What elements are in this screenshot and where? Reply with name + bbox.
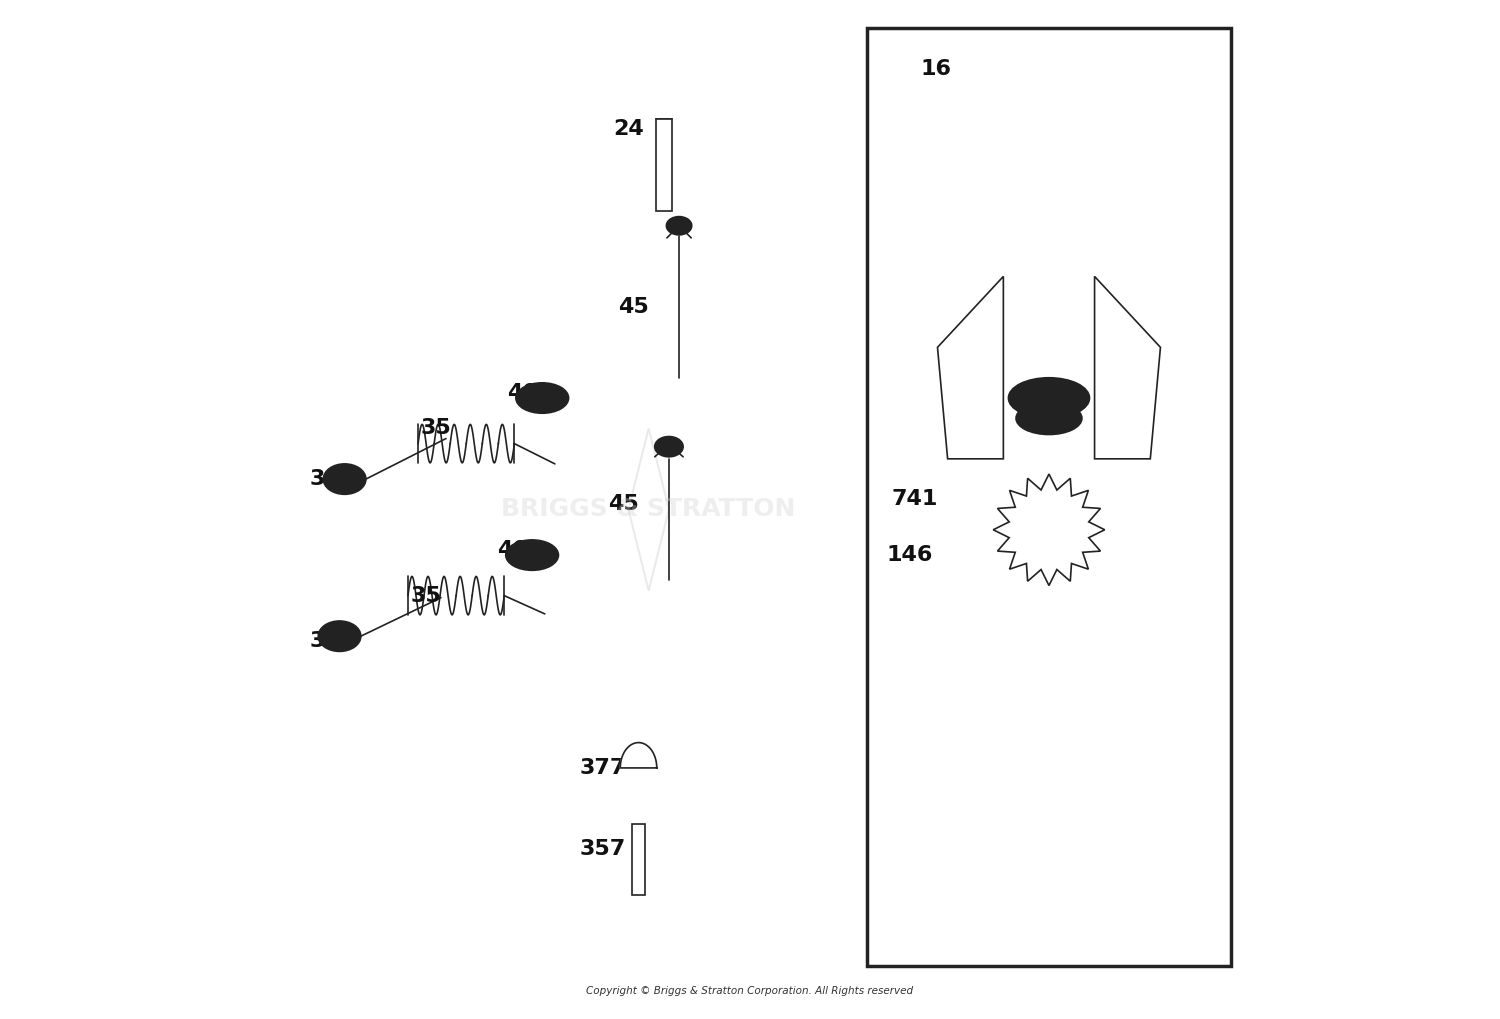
- Polygon shape: [621, 743, 657, 768]
- Bar: [656, 119, 672, 211]
- Ellipse shape: [318, 621, 362, 651]
- Text: 35: 35: [411, 586, 441, 605]
- Text: 33: 33: [309, 631, 340, 651]
- Text: 357: 357: [579, 839, 626, 859]
- Text: BRIGGS & STRATTON: BRIGGS & STRATTON: [501, 497, 796, 522]
- Text: 741: 741: [892, 489, 939, 510]
- Ellipse shape: [537, 395, 548, 401]
- Text: 377: 377: [579, 758, 626, 777]
- Text: 35: 35: [420, 419, 452, 438]
- Text: 16: 16: [921, 59, 951, 78]
- Text: 45: 45: [618, 297, 650, 317]
- Ellipse shape: [530, 390, 555, 406]
- Ellipse shape: [654, 436, 682, 457]
- Text: 24: 24: [614, 119, 644, 140]
- Ellipse shape: [324, 464, 366, 494]
- Text: 146: 146: [886, 545, 933, 566]
- Text: 40: 40: [507, 383, 538, 403]
- Bar: [633, 823, 645, 895]
- Text: 45: 45: [608, 494, 639, 515]
- Text: 34: 34: [309, 469, 340, 489]
- Ellipse shape: [1008, 378, 1089, 418]
- Ellipse shape: [321, 624, 358, 649]
- Ellipse shape: [327, 467, 363, 492]
- Ellipse shape: [516, 383, 568, 414]
- Text: 40: 40: [496, 540, 528, 560]
- Polygon shape: [938, 276, 1004, 459]
- Ellipse shape: [1016, 403, 1082, 434]
- Text: Copyright © Briggs & Stratton Corporation. All Rights reserved: Copyright © Briggs & Stratton Corporatio…: [586, 986, 914, 996]
- Ellipse shape: [526, 552, 537, 558]
- Ellipse shape: [506, 540, 558, 571]
- Polygon shape: [1095, 276, 1161, 459]
- Ellipse shape: [666, 217, 692, 234]
- Bar: [867, 29, 1232, 966]
- Polygon shape: [993, 474, 1104, 586]
- Ellipse shape: [519, 547, 544, 562]
- Circle shape: [1029, 510, 1069, 550]
